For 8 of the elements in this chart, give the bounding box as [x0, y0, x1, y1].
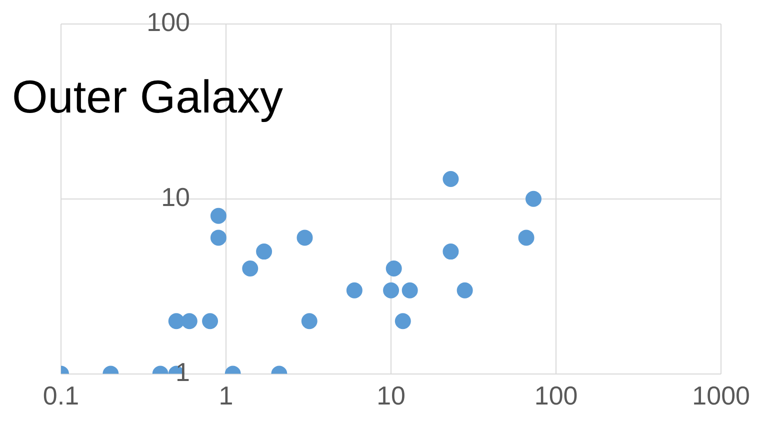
text: Outer Galaxy: [12, 70, 283, 123]
x-tick-label: 1: [218, 380, 234, 411]
x-tick-label: 1000: [692, 380, 750, 411]
x-tick-label: 10: [376, 380, 406, 411]
x-tick-label: 0.1: [42, 380, 80, 411]
y-tick-label: 100: [146, 7, 190, 38]
y-tick-label: 10: [161, 182, 190, 212]
x-tick-label: 100: [534, 380, 578, 411]
